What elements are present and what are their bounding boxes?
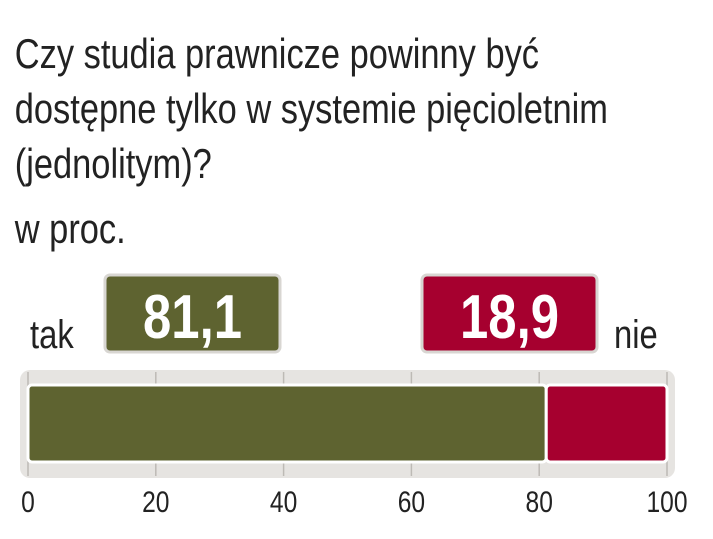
x-tick-label: 60 xyxy=(398,485,425,519)
legend-label: tak xyxy=(30,312,74,357)
title-block: Czy studia prawnicze powinny być dostępn… xyxy=(14,31,608,253)
x-tick-group: 60 xyxy=(398,485,425,519)
value-label-group: 81,1 xyxy=(143,283,242,352)
value-label-group: 18,9 xyxy=(460,283,559,352)
chart-title: Czy studia prawnicze powinny być xyxy=(15,31,539,78)
x-tick-label: 100 xyxy=(646,485,687,519)
x-tick-label: 40 xyxy=(270,485,297,519)
legend-label: nie xyxy=(614,312,658,357)
chart-title: (jednolitym)? xyxy=(15,141,212,188)
value-label: 81,1 xyxy=(143,283,242,352)
series-name-group: nie xyxy=(614,312,658,357)
x-tick-label: 20 xyxy=(142,485,169,519)
x-tick-group: 0 xyxy=(21,485,35,519)
series-name-group: tak xyxy=(30,312,74,357)
bar-segment xyxy=(544,383,669,464)
x-tick-group: 20 xyxy=(142,485,169,519)
x-tick-group: 40 xyxy=(270,485,297,519)
value-label-box xyxy=(103,273,282,354)
value-label-box xyxy=(420,273,599,354)
value-label: 18,9 xyxy=(460,283,559,352)
x-tick-label: 0 xyxy=(21,485,35,519)
x-tick-group: 80 xyxy=(526,485,553,519)
x-tick-group: 100 xyxy=(646,485,687,519)
x-tick-label: 80 xyxy=(526,485,553,519)
bar-segment xyxy=(26,383,548,464)
chart-subtitle: w proc. xyxy=(14,206,126,253)
chart-title: dostępne tylko w systemie pięcioletnim xyxy=(15,86,608,133)
